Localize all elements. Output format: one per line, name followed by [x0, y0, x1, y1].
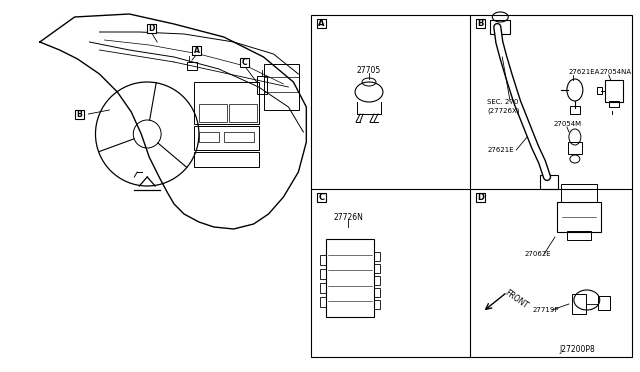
Text: D: D [148, 23, 154, 32]
Bar [311, 15, 632, 357]
Bar [199, 132, 219, 142]
Text: D: D [477, 192, 484, 202]
Bar [605, 80, 623, 102]
Bar [540, 175, 558, 189]
Text: 27054NA: 27054NA [600, 69, 632, 75]
Text: (27726X): (27726X) [487, 108, 520, 114]
Text: SEC. 270: SEC. 270 [487, 99, 519, 105]
Bar [561, 184, 596, 202]
Bar [75, 109, 84, 119]
Bar [228, 104, 257, 122]
Bar [374, 276, 380, 285]
Bar [320, 297, 326, 307]
Text: C: C [318, 192, 324, 202]
Bar [320, 269, 326, 279]
Bar [596, 87, 602, 94]
Bar [187, 62, 197, 70]
Bar [570, 106, 580, 114]
Text: J27200P8: J27200P8 [559, 346, 595, 355]
Bar [567, 231, 591, 240]
Bar [193, 45, 202, 55]
Text: 27621EA: 27621EA [569, 69, 600, 75]
Bar [568, 142, 582, 154]
Bar [476, 192, 485, 202]
Bar [224, 132, 253, 142]
Bar [374, 288, 380, 297]
Bar [326, 239, 374, 317]
Bar [264, 64, 300, 110]
Text: A: A [318, 19, 324, 28]
Bar [320, 255, 326, 265]
Bar [257, 76, 266, 94]
Bar [194, 152, 259, 167]
Bar [317, 19, 326, 28]
Bar [557, 202, 601, 232]
Text: 27726N: 27726N [333, 212, 363, 221]
Bar [476, 19, 485, 28]
Bar [374, 264, 380, 273]
Bar [317, 192, 326, 202]
Text: 27705: 27705 [357, 65, 381, 74]
Text: FRONT: FRONT [503, 288, 530, 310]
Bar [609, 101, 619, 107]
Bar [374, 252, 380, 261]
Text: B: B [77, 109, 83, 119]
Bar [320, 283, 326, 293]
Bar [199, 104, 227, 122]
Bar [374, 300, 380, 309]
Text: 27719P: 27719P [532, 307, 559, 313]
Text: A: A [194, 45, 200, 55]
Bar [572, 294, 586, 314]
Text: 27621E: 27621E [487, 147, 514, 153]
Text: C: C [242, 58, 248, 67]
Bar [240, 58, 249, 67]
Bar [147, 23, 156, 32]
Text: B: B [477, 19, 484, 28]
Bar [490, 20, 510, 34]
Bar [194, 82, 259, 124]
Text: 27054M: 27054M [554, 121, 582, 127]
Bar [598, 296, 610, 310]
Text: 27062E: 27062E [524, 251, 551, 257]
Bar [194, 126, 259, 150]
